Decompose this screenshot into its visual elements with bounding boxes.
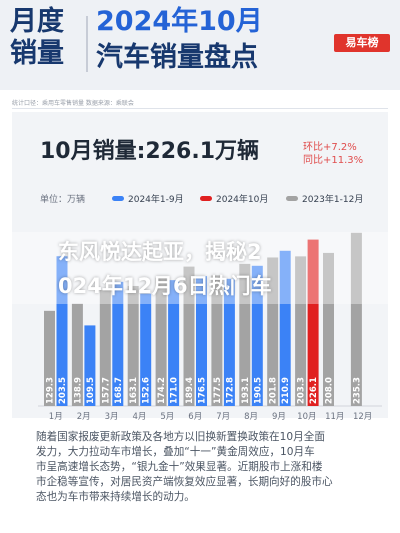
bar-2023 (71, 303, 83, 406)
paragraph-line: 态也为车市带来持续增长的动力。 (36, 491, 195, 503)
brand-logo: 易车榜 (334, 34, 390, 52)
bar-value-label: 174.2 (157, 377, 167, 404)
bar-value-label: 138.9 (73, 377, 83, 404)
bar-2023 (211, 275, 223, 406)
header-banner: 月度 销量 2024年10月 汽车销量盘点 易车榜 (0, 0, 400, 90)
bar-2023 (323, 252, 334, 406)
header-left-title: 月度 销量 (10, 6, 84, 70)
header-left-line2: 销量 (10, 38, 64, 69)
legend-item-2023: 2023年1-12月 (286, 192, 363, 205)
x-tick-label: 12月 (353, 412, 372, 422)
paragraph-line: 发力，大力拉动车市增长，叠加“十一”黄金周效应，10月车 (36, 446, 315, 458)
bar-value-label: 193.1 (241, 377, 251, 404)
legend-swatch (112, 196, 124, 201)
headline-overlay: 东风悦达起亚，揭秘2 024年12月6日热门车 (0, 232, 400, 304)
bar-value-label: 208.0 (325, 377, 335, 404)
bar-2023 (99, 289, 111, 406)
bar-2024 (56, 256, 68, 406)
bar-2024 (223, 278, 235, 406)
bar-value-label: 176.5 (198, 377, 208, 404)
bar-value-label: 203.3 (297, 377, 307, 404)
x-tick-label: 8月 (244, 412, 258, 422)
bar-2023 (350, 232, 362, 406)
x-tick-label: 10月 (297, 412, 316, 422)
bar-2024 (84, 325, 96, 406)
bar-2024 (168, 280, 180, 406)
header-subject: 汽车销量盘点 (96, 42, 258, 73)
x-tick-label: 7月 (216, 412, 230, 422)
x-tick-label: 4月 (132, 412, 146, 422)
bar-2023 (127, 285, 139, 406)
legend-swatch (286, 196, 298, 201)
bar-2023 (239, 263, 251, 406)
bar-value-label: 168.7 (114, 377, 124, 404)
bar-value-label: 129.3 (46, 377, 56, 404)
bar-value-label: 203.5 (58, 377, 68, 404)
bar-value-label: 157.7 (101, 377, 111, 404)
bar-value-label: 171.0 (170, 377, 180, 404)
bar-2024 (112, 281, 124, 406)
chart-title: 10月销量:226.1万辆 (40, 139, 260, 164)
bar-value-label: 201.8 (269, 377, 279, 404)
legend-item-2024-oct: 2024年10月 (200, 192, 268, 205)
legend-item-2024-jan-sep: 2024年1-9月 (112, 192, 184, 205)
overlay-line1: 东风悦达起亚，揭秘2 (58, 240, 262, 264)
bar-2024 (196, 276, 207, 406)
x-tick-label: 11月 (325, 412, 344, 422)
bar-2024 (279, 250, 291, 406)
bar-value-label: 226.1 (309, 377, 319, 404)
legend-swatch (200, 196, 212, 201)
paragraph-line: 随着国家报废更新政策及各地方以旧换新置换政策在10月全面 (36, 431, 325, 443)
bar-value-label: 235.3 (352, 377, 362, 404)
commentary-paragraph: 随着国家报废更新政策及各地方以旧换新置换政策在10月全面 发力，大力拉动车市增长… (36, 430, 386, 505)
mom-change: 环比+7.2% (303, 142, 357, 153)
source-note: 统计口径：乘用车零售销量 数据来源：乘联会 (12, 100, 134, 107)
x-tick-label: 9月 (272, 412, 286, 422)
bar-value-label: 177.5 (213, 377, 223, 404)
x-tick-label: 5月 (160, 412, 174, 422)
x-tick-label: 3月 (105, 412, 119, 422)
paragraph-line: 市企稳等宣传，对居民资产端恢复效应显著，长期向好的股市心 (36, 476, 333, 488)
header-rule (12, 108, 388, 109)
legend-label: 2024年1-9月 (128, 195, 184, 205)
header-date: 2024年10月 (96, 6, 263, 37)
header-divider (86, 16, 88, 72)
bar-value-label: 152.6 (142, 377, 152, 404)
bar-2023 (295, 256, 307, 406)
x-tick-label: 2月 (77, 412, 91, 422)
paragraph-line: 市呈高速增长态势，“银九金十”效果显著。近期股市上涨和楼 (36, 461, 323, 473)
bar-value-label: 172.8 (225, 377, 235, 404)
bar-2023 (267, 257, 279, 406)
yoy-change: 同比+11.3% (303, 155, 364, 166)
x-tick-label: 6月 (188, 412, 202, 422)
bar-2023 (155, 277, 167, 406)
bar-value-label: 163.1 (129, 377, 139, 404)
bar-value-label: 109.5 (86, 377, 96, 404)
bar-2023 (183, 266, 195, 406)
bar-2024 (307, 239, 319, 406)
header-left-line1: 月度 (10, 6, 64, 37)
bar-2023 (44, 310, 55, 406)
unit-label: 单位：万辆 (40, 195, 86, 205)
bar-value-label: 190.5 (253, 377, 263, 404)
legend-label: 2024年10月 (216, 195, 269, 205)
bar-2024 (251, 265, 263, 406)
bar-value-label: 210.9 (281, 377, 291, 404)
x-tick-label: 1月 (49, 412, 63, 422)
bar-2024 (140, 293, 152, 406)
bar-value-label: 189.4 (185, 377, 195, 404)
legend-label: 2023年1-12月 (302, 195, 364, 205)
overlay-line2: 024年12月6日热门车 (58, 274, 272, 298)
